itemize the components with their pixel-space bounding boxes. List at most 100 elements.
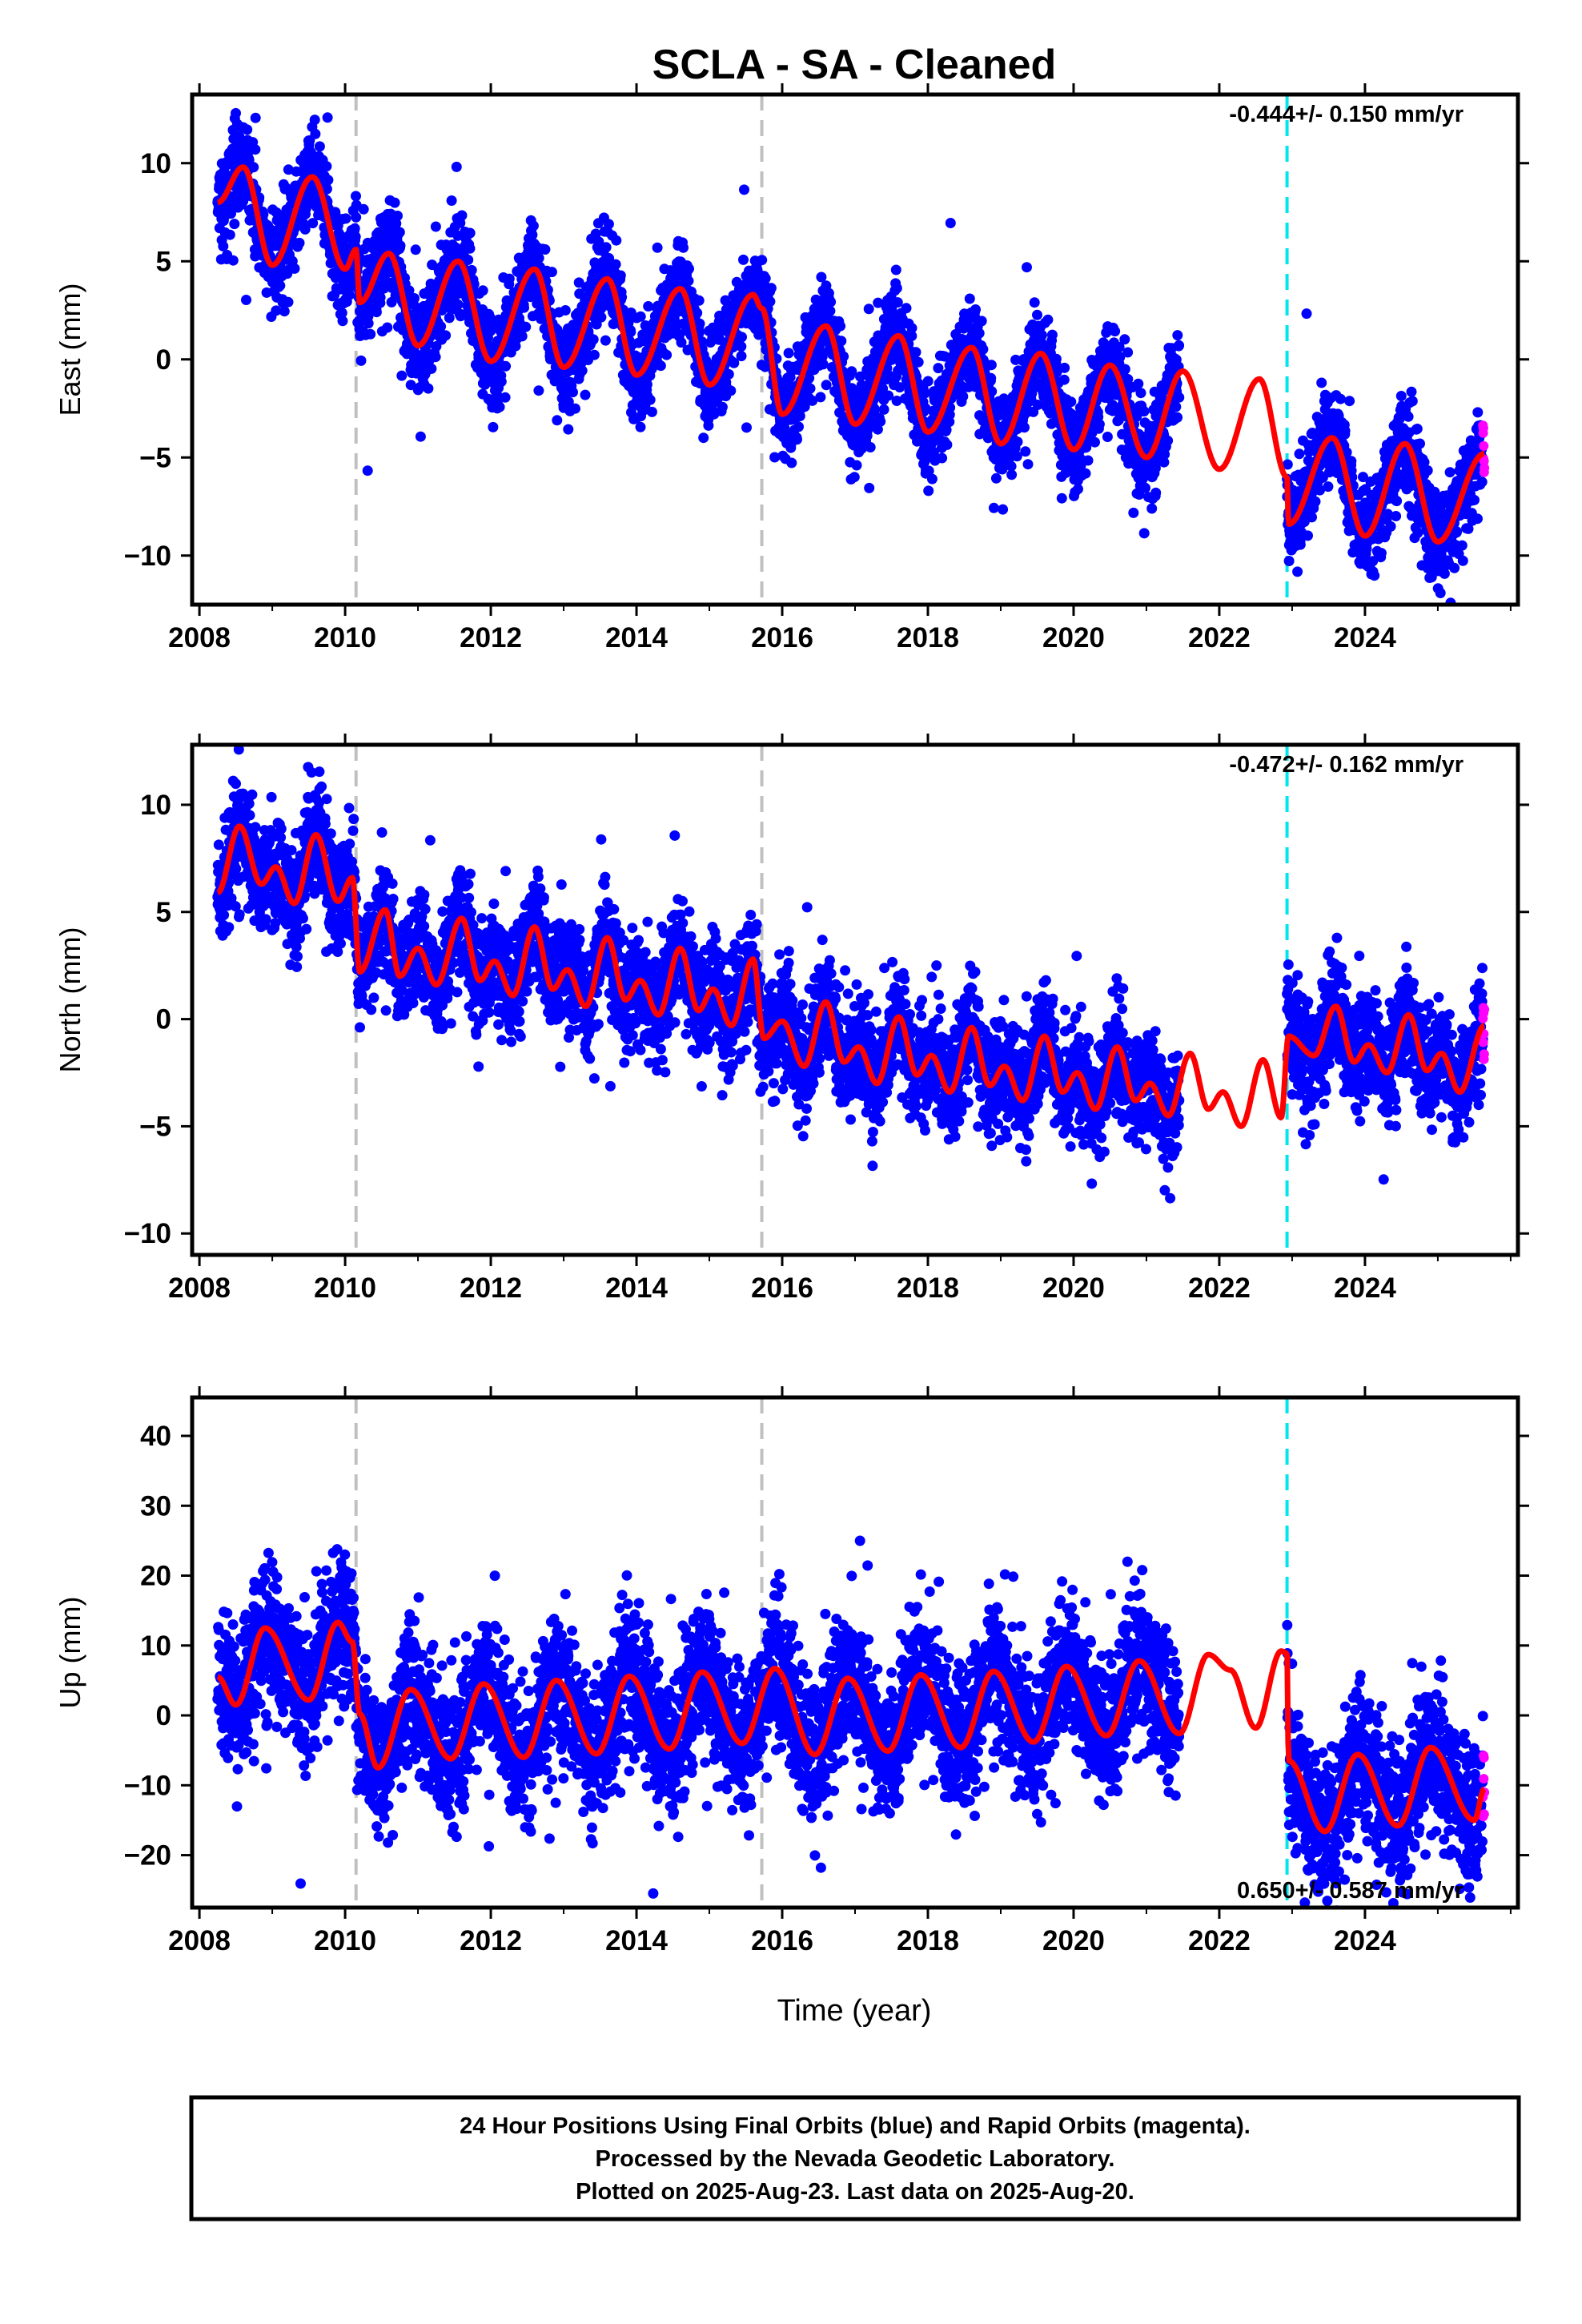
final-point (241, 295, 251, 305)
final-point (1056, 493, 1067, 504)
final-point (836, 336, 847, 347)
final-point (1174, 340, 1185, 351)
final-point (440, 330, 452, 341)
final-point (714, 310, 725, 321)
final-point (661, 349, 673, 360)
final-point (371, 307, 382, 318)
final-point (451, 161, 462, 172)
final-point (396, 370, 408, 381)
final-point (504, 273, 515, 284)
final-point (580, 389, 591, 400)
final-point (248, 162, 259, 173)
final-point (600, 335, 611, 346)
final-point (224, 229, 235, 240)
final-point (1307, 512, 1317, 523)
final-point (395, 240, 406, 251)
final-point (488, 421, 499, 432)
final-point (528, 220, 539, 231)
final-point (1029, 297, 1040, 308)
final-point (891, 283, 902, 294)
east-final-points (212, 107, 1488, 622)
final-point (1022, 459, 1034, 470)
final-point (1162, 435, 1174, 446)
final-point (964, 293, 975, 304)
final-point (242, 124, 253, 135)
final-point (910, 347, 921, 358)
final-point (1292, 566, 1303, 577)
final-point (546, 267, 557, 278)
final-point (250, 144, 261, 155)
final-point (919, 388, 930, 399)
final-point (1323, 481, 1334, 493)
final-point (394, 227, 405, 238)
final-point (600, 242, 612, 253)
final-point (913, 356, 924, 368)
final-point (604, 253, 615, 263)
final-point (500, 392, 511, 403)
final-point (926, 473, 938, 485)
final-point (683, 275, 694, 287)
final-point (382, 322, 393, 333)
final-point (322, 112, 333, 123)
final-point (1042, 314, 1054, 325)
final-point (310, 128, 321, 139)
final-point (1385, 521, 1396, 532)
final-point (878, 404, 889, 415)
final-point (635, 311, 646, 322)
final-point (1059, 362, 1070, 373)
final-point (794, 411, 805, 421)
final-point (588, 334, 599, 345)
final-point (1375, 548, 1387, 559)
final-point (1094, 419, 1105, 430)
final-point (1395, 391, 1407, 401)
final-point (765, 296, 776, 307)
final-point (863, 304, 874, 315)
final-point (351, 191, 361, 202)
final-point (678, 242, 689, 253)
final-point (375, 292, 386, 303)
final-point (355, 355, 367, 366)
final-point (901, 303, 912, 314)
final-point (603, 219, 614, 230)
final-point (1036, 330, 1047, 340)
final-point (1335, 393, 1346, 404)
final-point (646, 406, 657, 417)
final-point (533, 252, 544, 263)
final-point (1174, 392, 1185, 403)
final-point (409, 293, 420, 304)
final-point (988, 502, 999, 513)
final-point (533, 385, 544, 396)
final-point (404, 285, 415, 296)
final-point (307, 218, 319, 229)
final-point (1138, 528, 1150, 539)
final-point (923, 485, 934, 497)
final-point (692, 308, 703, 319)
final-point (350, 231, 361, 243)
final-point (1294, 448, 1305, 460)
final-point (769, 452, 781, 463)
final-point (1019, 422, 1030, 433)
final-point (849, 472, 860, 483)
final-point (865, 442, 876, 452)
final-point (363, 318, 374, 329)
final-point (1119, 334, 1130, 345)
final-point (540, 244, 551, 255)
final-point (825, 305, 836, 316)
final-point (1082, 455, 1094, 466)
final-point (945, 218, 956, 228)
final-point (309, 115, 320, 126)
final-point (765, 283, 777, 294)
final-point (729, 357, 740, 368)
final-point (283, 164, 294, 175)
final-point (1290, 612, 1300, 622)
final-point (655, 360, 666, 372)
final-point (351, 211, 362, 223)
final-point (783, 348, 794, 359)
final-point (1403, 411, 1414, 422)
final-point (1058, 374, 1070, 385)
final-point (1140, 482, 1150, 493)
final-point (998, 504, 1009, 515)
final-point (229, 219, 240, 230)
final-point (1006, 469, 1018, 480)
final-point (1066, 396, 1077, 408)
